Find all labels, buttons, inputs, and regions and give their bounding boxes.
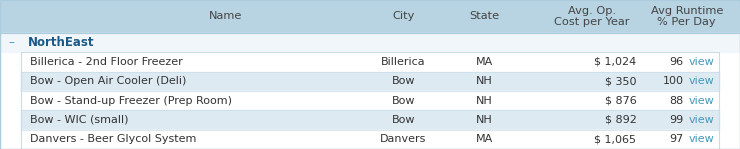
Text: MA: MA — [476, 57, 494, 67]
Text: Bow: Bow — [391, 115, 415, 125]
Text: Bow: Bow — [391, 76, 415, 86]
Text: NH: NH — [477, 115, 493, 125]
Text: 88: 88 — [670, 96, 684, 106]
Text: 99: 99 — [670, 115, 684, 125]
Text: 96: 96 — [670, 57, 684, 67]
Text: $ 892: $ 892 — [605, 115, 636, 125]
Text: 100: 100 — [663, 76, 684, 86]
Text: $ 876: $ 876 — [605, 96, 636, 106]
Text: view: view — [688, 76, 714, 86]
Text: –: – — [9, 36, 15, 49]
Text: Bow: Bow — [391, 96, 415, 106]
Text: Name: Name — [209, 11, 243, 21]
Text: City: City — [392, 11, 414, 21]
Text: MA: MA — [476, 134, 494, 144]
Text: $ 1,065: $ 1,065 — [594, 134, 636, 144]
Text: view: view — [688, 134, 714, 144]
Text: Bow - Stand-up Freezer (Prep Room): Bow - Stand-up Freezer (Prep Room) — [30, 96, 232, 106]
Text: Danvers - Beer Glycol System: Danvers - Beer Glycol System — [30, 134, 196, 144]
Text: Billerica: Billerica — [381, 57, 426, 67]
Text: Avg Runtime
% Per Day: Avg Runtime % Per Day — [650, 6, 723, 27]
Bar — [21, 110, 719, 130]
Bar — [21, 52, 719, 72]
Text: NH: NH — [477, 76, 493, 86]
Text: Danvers: Danvers — [380, 134, 426, 144]
Text: Avg. Op.
Cost per Year: Avg. Op. Cost per Year — [554, 6, 630, 27]
Bar — [21, 91, 719, 110]
Bar — [21, 130, 719, 149]
Bar — [0, 0, 740, 33]
Text: $ 1,024: $ 1,024 — [594, 57, 636, 67]
Text: Billerica - 2nd Floor Freezer: Billerica - 2nd Floor Freezer — [30, 57, 182, 67]
Text: view: view — [688, 57, 714, 67]
Text: view: view — [688, 115, 714, 125]
Text: State: State — [470, 11, 500, 21]
Text: NH: NH — [477, 96, 493, 106]
Bar — [21, 72, 719, 91]
Text: Bow - Open Air Cooler (Deli): Bow - Open Air Cooler (Deli) — [30, 76, 186, 86]
Text: view: view — [688, 96, 714, 106]
Text: $ 350: $ 350 — [605, 76, 636, 86]
Bar — [21, 52, 719, 149]
Bar — [0, 33, 740, 52]
Text: Bow - WIC (small): Bow - WIC (small) — [30, 115, 128, 125]
Text: NorthEast: NorthEast — [28, 36, 95, 49]
Text: 97: 97 — [670, 134, 684, 144]
